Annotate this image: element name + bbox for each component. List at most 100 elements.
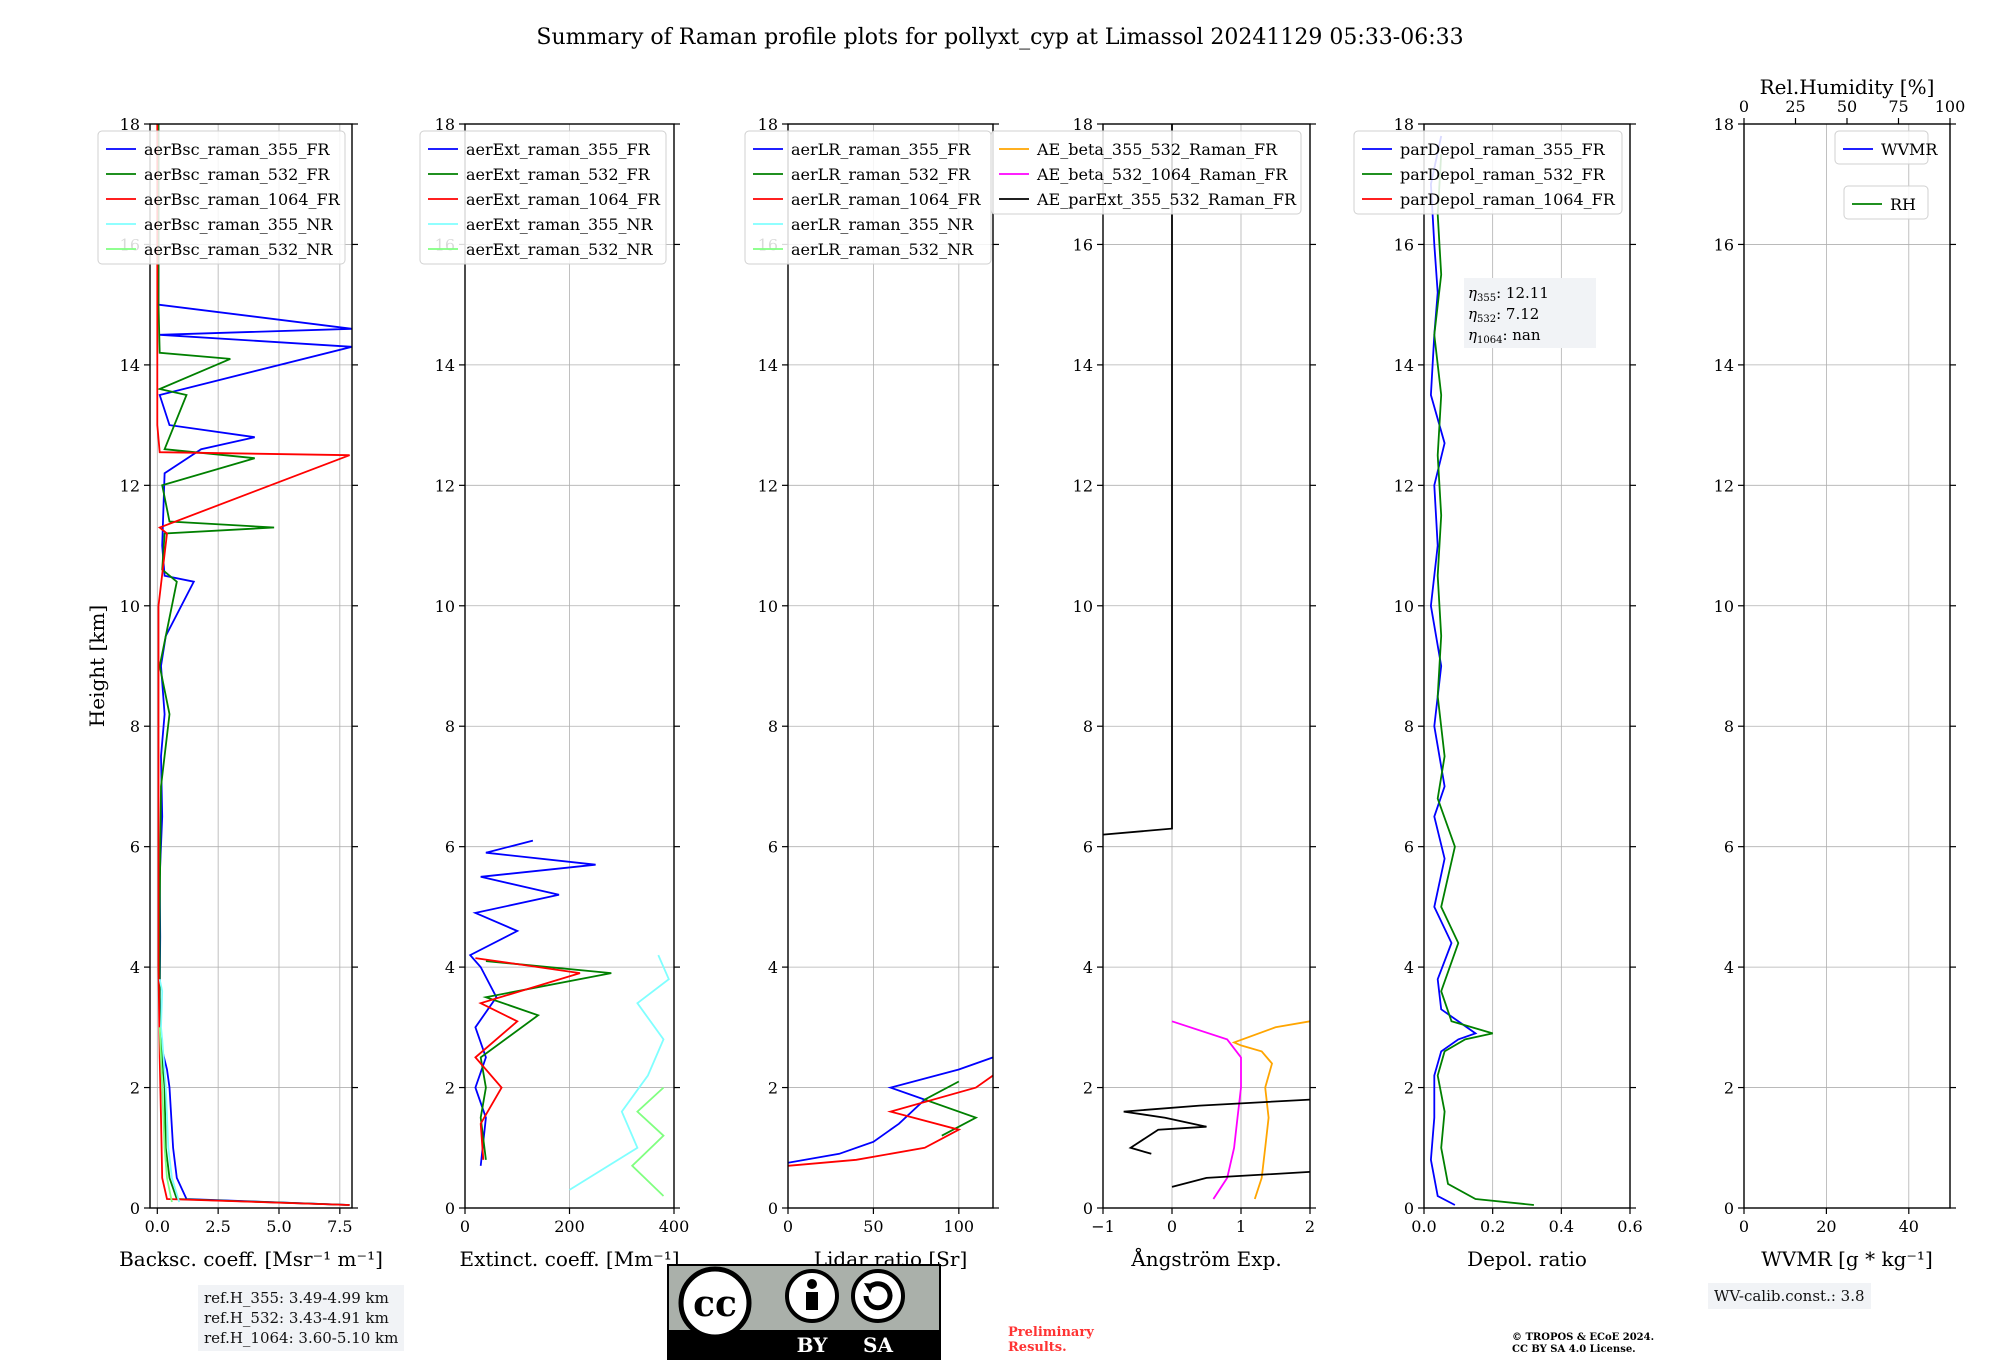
legend-entry: aerExt_raman_355_NR [466, 215, 654, 234]
y-tick-label: 12 [120, 476, 140, 495]
legend-box [1353, 130, 1623, 215]
y-tick-label: 0 [130, 1199, 140, 1218]
series-line-ae-parext-355-532-raman-fr [1171, 1171, 1310, 1188]
y-tick-label: 6 [1404, 838, 1414, 857]
wv-calib-box: WV-calib.const.: 3.8 [1708, 1283, 1871, 1309]
axes-frame [1743, 123, 1951, 1209]
cc-logo-icon [678, 1266, 752, 1340]
y-tick-label: 10 [120, 597, 140, 616]
x-tick-label: 200 [554, 1217, 585, 1236]
x-axis-label: Ångström Exp. [1130, 1246, 1281, 1271]
legend-entry: aerBsc_raman_532_FR [144, 165, 330, 184]
x-axis-label: Backsc. coeff. [Msr⁻¹ m⁻¹] [119, 1247, 383, 1271]
x2-tick-label: 25 [1785, 97, 1805, 116]
eta-row: η532: 7.12 [1468, 305, 1539, 325]
y-tick-label: 14 [1714, 356, 1734, 375]
copyright-note: © TROPOS & ECoE 2024. CC BY SA 4.0 Licen… [1512, 1332, 1655, 1355]
legend-entry: parDepol_raman_1064_FR [1400, 190, 1616, 209]
series-line-aerbsc-raman-355-fr [157, 124, 352, 1206]
y-tick-label: 0 [1083, 1199, 1093, 1218]
y-tick-label: 6 [445, 838, 455, 857]
x-tick-label: 0 [1167, 1217, 1177, 1236]
legend-entry: AE_beta_532_1064_Raman_FR [1036, 165, 1288, 184]
legend-entry: AE_parExt_355_532_Raman_FR [1036, 190, 1297, 209]
y-tick-label: 2 [445, 1079, 455, 1098]
y-tick-label: 6 [768, 838, 778, 857]
y-tick-label: 4 [768, 958, 778, 977]
y-tick-label: 2 [768, 1079, 778, 1098]
y-axis-label: Height [km] [85, 605, 109, 727]
legend-entry: RH [1890, 195, 1916, 214]
y-tick-label: 14 [435, 356, 455, 375]
svg-text:cc: cc [693, 1283, 737, 1325]
series-line-aerlr-raman-532-fr [922, 1080, 979, 1137]
legend-entry: aerExt_raman_532_FR [466, 165, 651, 184]
x-tick-label: 20 [1816, 1217, 1836, 1236]
cc-license-badge: cc BY SA [667, 1264, 941, 1360]
legend-entry: aerExt_raman_1064_FR [466, 190, 661, 209]
x-tick-label: 1 [1236, 1217, 1246, 1236]
eta-box [1464, 278, 1596, 348]
y-tick-label: 4 [445, 958, 455, 977]
x2-tick-label: 75 [1888, 97, 1908, 116]
y-tick-label: 18 [758, 115, 778, 134]
series-line-aerext-raman-355-fr [468, 839, 596, 1166]
legend: aerLR_raman_355_FR aerLR_raman_532_FR aerL… [744, 130, 992, 265]
y-tick-label: 18 [120, 115, 140, 134]
legend-box [1834, 130, 1929, 165]
legend: AE_beta_355_532_Raman_FR AE_beta_532_1064… [990, 130, 1302, 215]
panel-ext: 0246810121416180200400Extinct. coeff. [M… [419, 115, 689, 1271]
y-tick-label: 4 [1724, 958, 1734, 977]
legend-box [97, 130, 346, 265]
axes-frame [787, 123, 994, 1209]
series-line-ae-parext-355-532-raman-fr-b [1123, 1098, 1310, 1155]
y-tick-label: 18 [435, 115, 455, 134]
panel-depol: 0 2 4 6 8 10 12 14 16 18 0.0 0.2 0.4 0.6 Depol. ratio p… [1353, 115, 1643, 1271]
x-tick-label: 0 [1739, 1217, 1749, 1236]
series-line-pardepol-raman-355-fr [1429, 135, 1478, 1206]
x-tick-label: 0.4 [1549, 1217, 1574, 1236]
series-line-aerext-raman-1064-fr [474, 957, 581, 1160]
y-tick-label: 12 [1714, 476, 1734, 495]
series-line-aerbsc-raman-355-nr [158, 979, 181, 1203]
x-tick-label: 0 [460, 1217, 470, 1236]
y-tick-label: 14 [1073, 356, 1093, 375]
y-tick-label: 16 [1714, 235, 1734, 254]
y-tick-label: 0 [445, 1199, 455, 1218]
series-line-aerext-raman-532-fr [479, 960, 612, 1160]
y-tick-label: 0 [768, 1199, 778, 1218]
series-group [468, 839, 670, 1197]
x-tick-label: −1 [1091, 1217, 1115, 1236]
x-tick-label: 5.0 [266, 1217, 291, 1236]
legend-entry: parDepol_raman_355_FR [1400, 140, 1606, 159]
series-group [1103, 124, 1310, 1200]
y-tick-label: 0 [1404, 1199, 1414, 1218]
x-tick-label: 50 [863, 1217, 883, 1236]
eta-row: η1064: nan [1468, 326, 1541, 346]
series-line-aerext-raman-355-nr [569, 954, 670, 1191]
legend-box [419, 130, 667, 265]
y-tick-label: 12 [1394, 476, 1414, 495]
legend-entry: aerBsc_raman_532_NR [144, 240, 333, 259]
y-tick-label: 8 [1083, 717, 1093, 736]
cc-by-label: BY [797, 1333, 829, 1357]
x-axis-label: Depol. ratio [1467, 1247, 1587, 1271]
x2-tick-label: 0 [1739, 97, 1749, 116]
y-tick-label: 18 [1394, 115, 1414, 134]
legend-entry: aerBsc_raman_1064_FR [144, 190, 341, 209]
x-tick-label: 7.5 [327, 1217, 352, 1236]
series-line-pardepol-raman-532-fr [1433, 154, 1534, 1206]
y-tick-label: 10 [1073, 597, 1093, 616]
legend-entry: AE_beta_355_532_Raman_FR [1036, 140, 1278, 159]
y-tick-label: 6 [1083, 838, 1093, 857]
series-line-aerbsc-raman-1064-fr [156, 124, 350, 1206]
ref-height-1064: ref.H_1064: 3.60-5.10 km [204, 1329, 399, 1347]
x-tick-label: 0.0 [145, 1217, 170, 1236]
y-tick-label: 12 [1073, 476, 1093, 495]
x-tick-label: 0.6 [1617, 1217, 1642, 1236]
x-axis-label: WVMR [g * kg⁻¹] [1761, 1247, 1933, 1271]
y-tick-label: 4 [1404, 958, 1414, 977]
panel-lr: 024681012141618050100Lidar ratio [Sr]aer… [744, 115, 999, 1271]
